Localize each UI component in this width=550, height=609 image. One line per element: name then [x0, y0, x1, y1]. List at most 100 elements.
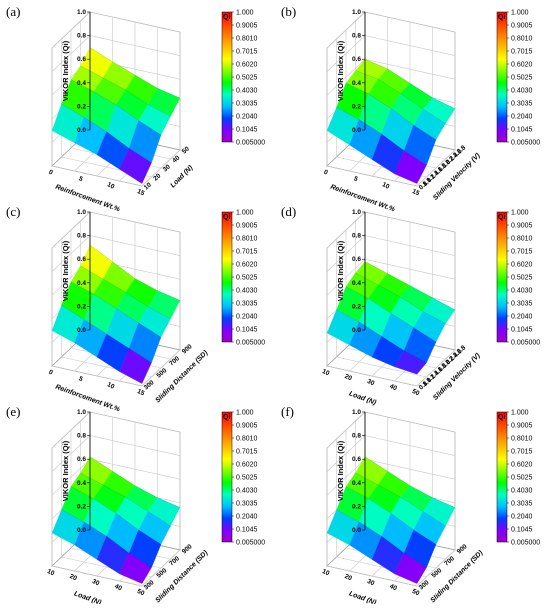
x-tick-label: 5: [78, 175, 85, 183]
surface-contour: [390, 313, 414, 328]
surface-contour: [93, 91, 117, 106]
surface-contour: [400, 93, 424, 110]
surface-contour: [138, 322, 162, 338]
grid-line: [416, 149, 456, 187]
y-tick-label: 1.2: [425, 373, 437, 384]
x-tick-label: 30: [91, 578, 101, 588]
z-tick-label: 1.0: [352, 409, 361, 416]
colorbar-tick-label: 1.000: [511, 410, 529, 417]
y-tick-label: 20: [152, 172, 162, 182]
surface-contour: [377, 484, 401, 498]
y-tick-label: 2.8: [456, 344, 468, 355]
x-tick-label: 50: [136, 588, 146, 598]
grid-line: [141, 149, 181, 187]
surface-contour: [355, 472, 379, 486]
grid-line: [51, 11, 91, 49]
grid-line: [141, 549, 181, 587]
panel-label: (c): [6, 204, 20, 219]
grid-line: [416, 349, 456, 387]
surface-contour: [134, 278, 158, 291]
grid-line: [364, 35, 456, 56]
chart-panel-1: 0.00.20.40.60.81.00510151020304050Reinfo…: [6, 4, 265, 214]
colorbar-tick-label: 0.4030: [511, 288, 533, 295]
grid-line: [326, 11, 366, 49]
colorbar-tick-label: 0.7015: [511, 49, 533, 56]
surface-contour: [83, 521, 107, 537]
colorbar-tick-label: 0.4030: [236, 288, 258, 295]
grid-line: [364, 11, 456, 33]
grid-line: [326, 211, 366, 249]
colorbar-tick-label: 0.5025: [511, 475, 533, 482]
z-tick-label: 0.2: [77, 103, 86, 110]
z-tick-label: 0.8: [352, 233, 361, 240]
y-tick-label: 2.0: [441, 359, 453, 370]
colorbar-tick-label: 0.3035: [236, 101, 258, 108]
surface-contour: [89, 244, 113, 262]
z-tick-label: 0.6: [352, 256, 361, 263]
surface-contour: [368, 93, 392, 109]
x-tick-label: 10: [321, 368, 331, 378]
surface-contour: [157, 88, 181, 99]
surface-contour: [112, 471, 136, 486]
x-tick-label: 40: [388, 383, 398, 393]
panel-label: (f): [281, 404, 294, 419]
x-tick-label: 50: [411, 388, 421, 398]
y-tick-label: 2.6: [452, 348, 464, 359]
z-tick-label: 0.6: [352, 56, 361, 63]
grid-line: [89, 458, 181, 480]
x-axis-title: Load (N): [348, 390, 378, 407]
grid-line: [326, 58, 366, 96]
colorbar-tick-label: 0.8010: [236, 236, 258, 243]
colorbar-label: Qi: [223, 14, 230, 21]
colorbar-tick-label: 1.000: [511, 10, 529, 17]
x-tick-label: 30: [366, 378, 376, 388]
surface-contour: [112, 261, 136, 279]
surface-patch: [119, 552, 152, 584]
colorbar-tick-label: 0.5025: [511, 275, 533, 282]
colorbar: [496, 211, 508, 343]
surface-contour: [387, 273, 411, 286]
surface-contour: [403, 350, 427, 363]
grid-line: [364, 58, 456, 80]
colorbar-tick-label: 0.7015: [511, 249, 533, 256]
surface-contour: [400, 496, 424, 512]
colorbar-label: Qi: [223, 414, 230, 421]
panel-label: (a): [6, 4, 20, 19]
colorbar-tick-label: 0.6020: [236, 462, 258, 469]
surface-patch: [119, 348, 152, 384]
colorbar-tick-label: 0.2040: [236, 114, 258, 121]
surface-contour: [422, 109, 446, 124]
grid-line: [336, 356, 427, 378]
colorbar-tick-label: 0.3035: [236, 301, 258, 308]
colorbar-tick-label: 0.5025: [236, 275, 258, 282]
grid-line: [416, 549, 456, 587]
surface-contour: [93, 293, 117, 309]
z-axis-title: VIKOR Index (Qi): [336, 40, 345, 101]
x-tick-label: 5: [78, 375, 85, 383]
surface-contour: [89, 456, 113, 472]
z-tick-label: 0.4: [77, 480, 86, 487]
x-tick-label: 10: [321, 568, 331, 578]
panel-label: (b): [281, 4, 296, 19]
chart-panel-3: 0.00.20.40.60.81.0051015300500700900Rein…: [6, 204, 265, 414]
y-tick-label: 2.0: [441, 159, 453, 170]
surface-contour: [358, 521, 382, 537]
colorbar-tick-label: 0.7015: [511, 449, 533, 456]
y-tick-label: 2.8: [456, 144, 468, 155]
colorbar-tick-label: 0.9005: [236, 423, 258, 430]
colorbar-tick-label: 0.1045: [236, 327, 258, 334]
y-tick-label: 900: [456, 543, 469, 556]
x-axis-title: Load (N): [73, 590, 103, 604]
colorbar-tick-label: 0.005000: [236, 140, 265, 147]
colorbar-tick-label: 0.1045: [236, 127, 258, 134]
colorbar-tick-label: 0.9005: [511, 23, 533, 30]
surface-contour: [93, 498, 117, 514]
colorbar-tick-label: 0.8010: [236, 436, 258, 443]
colorbar-tick-label: 0.8010: [511, 236, 533, 243]
z-tick-label: 0.6: [77, 456, 86, 463]
x-tick-label: 20: [343, 373, 353, 383]
grid-line: [51, 435, 91, 472]
surface-contour: [134, 74, 158, 89]
grid-line: [89, 211, 181, 233]
colorbar-tick-label: 0.7015: [236, 449, 258, 456]
